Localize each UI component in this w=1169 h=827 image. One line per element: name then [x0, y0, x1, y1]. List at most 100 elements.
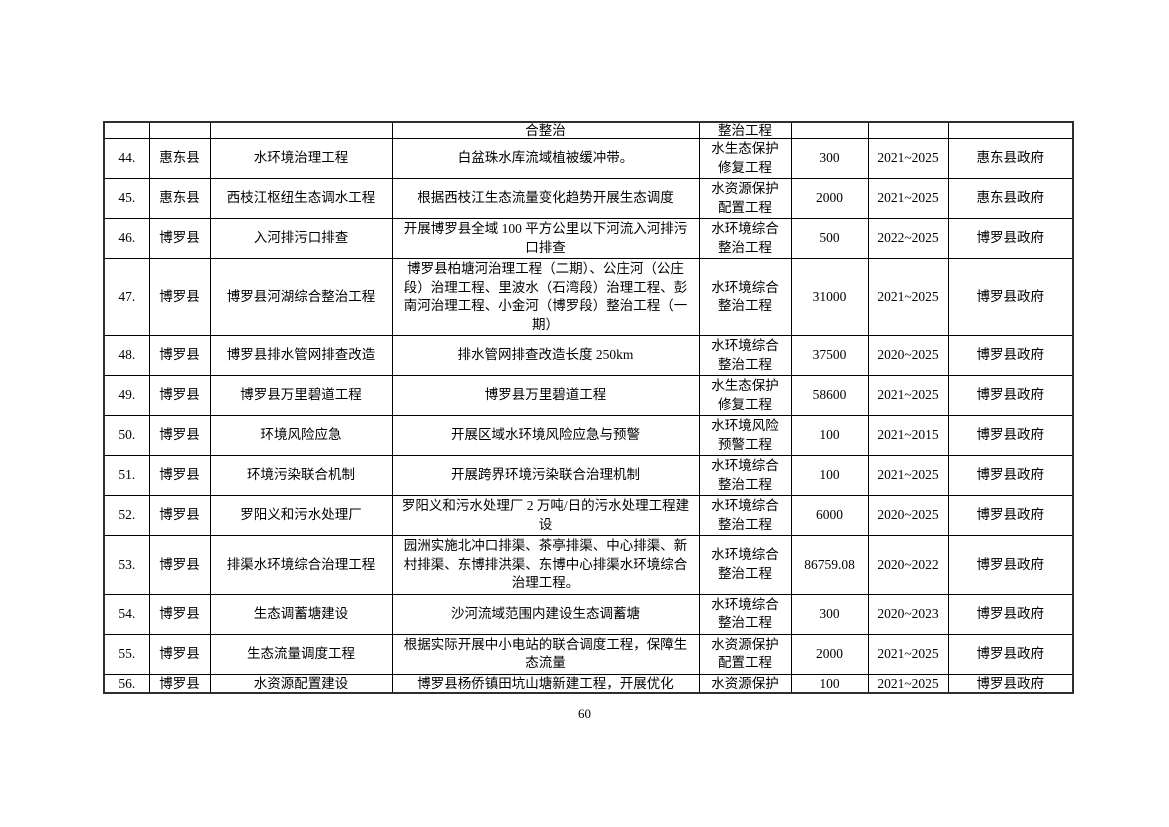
- description-cell: 白盆珠水库流域植被缓冲带。: [391, 138, 700, 179]
- row-number-cell: 44.: [103, 138, 150, 179]
- table-row: 44. 惠东县 水环境治理工程 白盆珠水库流域植被缓冲带。 水生态保护 修复工程…: [103, 138, 1074, 179]
- row-number-cell: 55.: [103, 633, 150, 675]
- row-number-cell: 45.: [103, 178, 150, 219]
- table-row: 54. 博罗县 生态调蓄塘建设 沙河流域范围内建设生态调蓄塘 水环境综合 整治工…: [103, 593, 1074, 635]
- county-cell: 博罗县: [148, 375, 211, 416]
- description-cell: 开展区域水环境风险应急与预警: [391, 415, 700, 456]
- owner-cell: 博罗县政府: [947, 593, 1074, 635]
- table-row: 50. 博罗县 环境风险应急 开展区域水环境风险应急与预警 水环境风险 预警工程…: [103, 415, 1074, 456]
- table-row: 47. 博罗县 博罗县河湖综合整治工程 博罗县柏塘河治理工程（二期）、公庄河（公…: [103, 258, 1074, 336]
- amount-cell: [790, 121, 869, 139]
- county-cell: 惠东县: [148, 138, 211, 179]
- county-cell: 博罗县: [148, 218, 211, 259]
- owner-cell: 博罗县政府: [947, 375, 1074, 416]
- period-cell: [867, 121, 949, 139]
- amount-cell: 500: [790, 218, 869, 259]
- owner-cell: 博罗县政府: [947, 218, 1074, 259]
- table-row: 48. 博罗县 博罗县排水管网排查改造 排水管网排查改造长度 250km 水环境…: [103, 335, 1074, 376]
- amount-cell: 100: [790, 415, 869, 456]
- period-cell: 2021~2025: [867, 258, 949, 336]
- description-cell: 合整治: [391, 121, 700, 139]
- period-cell: 2021~2025: [867, 138, 949, 179]
- row-number-cell: 47.: [103, 258, 150, 336]
- county-cell: [148, 121, 211, 139]
- description-cell: 开展博罗县全域 100 平方公里以下河流入河排污口排查: [391, 218, 700, 259]
- row-number-cell: 50.: [103, 415, 150, 456]
- amount-cell: 300: [790, 593, 869, 635]
- project-name-cell: 生态调蓄塘建设: [209, 593, 393, 635]
- county-cell: 博罗县: [148, 535, 211, 595]
- project-name-cell: 博罗县排水管网排查改造: [209, 335, 393, 376]
- project-type-cell: 水资源保护: [698, 673, 792, 693]
- project-name-cell: 水环境治理工程: [209, 138, 393, 179]
- description-cell: 根据西枝江生态流量变化趋势开展生态调度: [391, 178, 700, 219]
- project-type-cell: 水环境综合 整治工程: [698, 593, 792, 635]
- project-name-cell: 排渠水环境综合治理工程: [209, 535, 393, 595]
- period-cell: 2020~2025: [867, 495, 949, 536]
- period-cell: 2022~2025: [867, 218, 949, 259]
- row-number-cell: 54.: [103, 593, 150, 635]
- project-type-cell: 水环境综合 整治工程: [698, 495, 792, 536]
- project-name-cell: [209, 121, 393, 139]
- period-cell: 2020~2023: [867, 593, 949, 635]
- description-cell: 沙河流域范围内建设生态调蓄塘: [391, 593, 700, 635]
- county-cell: 惠东县: [148, 178, 211, 219]
- description-cell: 排水管网排查改造长度 250km: [391, 335, 700, 376]
- table-row: 55. 博罗县 生态流量调度工程 根据实际开展中小电站的联合调度工程，保障生态流…: [103, 633, 1074, 675]
- project-type-cell: 整治工程: [698, 121, 792, 139]
- owner-cell: 博罗县政府: [947, 673, 1074, 693]
- amount-cell: 300: [790, 138, 869, 179]
- project-type-cell: 水生态保护 修复工程: [698, 375, 792, 416]
- description-cell: 罗阳义和污水处理厂 2 万吨/日的污水处理工程建设: [391, 495, 700, 536]
- owner-cell: 博罗县政府: [947, 258, 1074, 336]
- project-name-cell: 环境风险应急: [209, 415, 393, 456]
- description-cell: 园洲实施北冲口排渠、茶亭排渠、中心排渠、新村排渠、东博排洪渠、东博中心排渠水环境…: [391, 535, 700, 595]
- description-cell: 博罗县杨侨镇田坑山塘新建工程，开展优化: [391, 673, 700, 693]
- county-cell: 博罗县: [148, 495, 211, 536]
- row-number-cell: 56.: [103, 673, 150, 693]
- description-cell: 开展跨界环境污染联合治理机制: [391, 455, 700, 496]
- carryover-row: 合整治 整治工程: [103, 121, 1074, 139]
- project-name-cell: 水资源配置建设: [209, 673, 393, 693]
- owner-cell: 博罗县政府: [947, 495, 1074, 536]
- project-type-cell: 水环境综合 整治工程: [698, 218, 792, 259]
- county-cell: 博罗县: [148, 258, 211, 336]
- project-name-cell: 西枝江枢纽生态调水工程: [209, 178, 393, 219]
- owner-cell: 惠东县政府: [947, 178, 1074, 219]
- description-cell: 根据实际开展中小电站的联合调度工程，保障生态流量: [391, 633, 700, 675]
- county-cell: 博罗县: [148, 593, 211, 635]
- county-cell: 博罗县: [148, 455, 211, 496]
- county-cell: 博罗县: [148, 633, 211, 675]
- table-row: 56. 博罗县 水资源配置建设 博罗县杨侨镇田坑山塘新建工程，开展优化 水资源保…: [103, 673, 1074, 693]
- period-cell: 2021~2025: [867, 633, 949, 675]
- period-cell: 2021~2025: [867, 673, 949, 693]
- project-type-cell: 水资源保护 配置工程: [698, 633, 792, 675]
- owner-cell: 惠东县政府: [947, 138, 1074, 179]
- table-row: 46. 博罗县 入河排污口排查 开展博罗县全域 100 平方公里以下河流入河排污…: [103, 218, 1074, 259]
- period-cell: 2020~2025: [867, 335, 949, 376]
- period-cell: 2021~2025: [867, 455, 949, 496]
- projects-table-body: 合整治 整治工程 44. 惠东县 水环境治理工程 白盆珠水库流域植被缓冲带。 水…: [103, 121, 1074, 693]
- period-cell: 2021~2025: [867, 178, 949, 219]
- row-number-cell: [103, 121, 150, 139]
- table-row: 51. 博罗县 环境污染联合机制 开展跨界环境污染联合治理机制 水环境综合 整治…: [103, 455, 1074, 496]
- amount-cell: 2000: [790, 633, 869, 675]
- period-cell: 2020~2022: [867, 535, 949, 595]
- amount-cell: 6000: [790, 495, 869, 536]
- project-type-cell: 水环境综合 整治工程: [698, 535, 792, 595]
- county-cell: 博罗县: [148, 673, 211, 693]
- project-type-cell: 水环境综合 整治工程: [698, 335, 792, 376]
- amount-cell: 2000: [790, 178, 869, 219]
- project-name-cell: 罗阳义和污水处理厂: [209, 495, 393, 536]
- project-name-cell: 博罗县河湖综合整治工程: [209, 258, 393, 336]
- owner-cell: [947, 121, 1074, 139]
- project-type-cell: 水环境综合 整治工程: [698, 455, 792, 496]
- project-type-cell: 水资源保护 配置工程: [698, 178, 792, 219]
- projects-table-container: 合整治 整治工程 44. 惠东县 水环境治理工程 白盆珠水库流域植被缓冲带。 水…: [103, 121, 1074, 694]
- description-cell: 博罗县万里碧道工程: [391, 375, 700, 416]
- row-number-cell: 52.: [103, 495, 150, 536]
- amount-cell: 58600: [790, 375, 869, 416]
- period-cell: 2021~2025: [867, 375, 949, 416]
- row-number-cell: 48.: [103, 335, 150, 376]
